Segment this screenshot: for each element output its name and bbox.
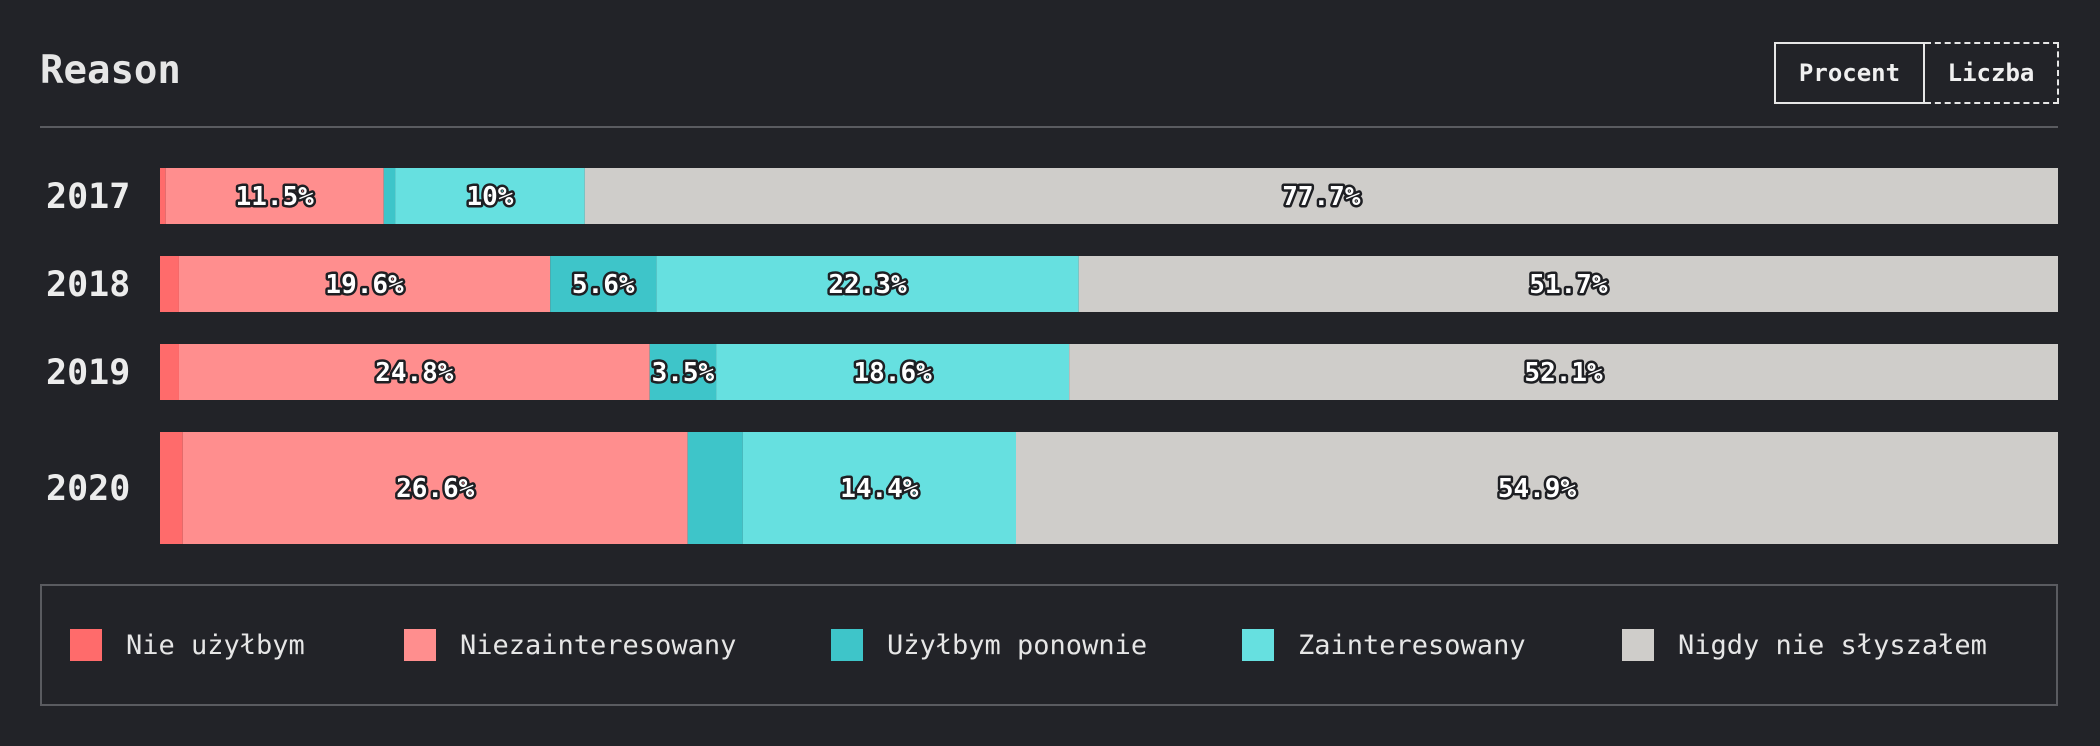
bar-segment-2018-4[interactable] — [1078, 256, 2058, 312]
data-label-2018-3: 22.3% — [828, 270, 907, 300]
legend-item-niezainteresowany[interactable]: Niezainteresowany — [404, 628, 736, 662]
data-label-2019-4: 52.1% — [1524, 358, 1603, 388]
year-label-2017: 2017 — [46, 177, 130, 217]
bar-segment-2017-3[interactable] — [395, 168, 585, 224]
view-toggle: Procent Liczba — [1774, 42, 2059, 104]
data-label-2019-2: 3.5% — [652, 358, 715, 388]
data-label-2018-4: 51.7% — [1529, 270, 1608, 300]
bar-segment-2020-3[interactable] — [742, 432, 1016, 544]
bar-segment-2017-1[interactable] — [165, 168, 384, 224]
bar-segment-2020-4[interactable] — [1015, 432, 2058, 544]
data-label-2017-4: 77.7% — [1282, 182, 1361, 212]
bar-segment-2018-0[interactable] — [160, 256, 179, 312]
data-label-2019-3: 18.6% — [853, 358, 932, 388]
legend-swatch — [404, 629, 436, 661]
header-divider — [40, 126, 2058, 128]
data-label-2017-1: 11.5% — [236, 182, 315, 212]
bar-segment-2019-1[interactable] — [178, 344, 650, 400]
data-label-2017-3: 10% — [466, 182, 513, 212]
bar-segment-2020-1[interactable] — [182, 432, 688, 544]
legend-label: Użyłbym ponownie — [887, 629, 1148, 661]
data-label-2020-4: 54.9% — [1498, 474, 1577, 504]
bar-segment-2017-0[interactable] — [160, 168, 166, 224]
bar-segment-2020-0[interactable] — [160, 432, 183, 544]
legend: Nie użyłbym Niezainteresowany Użyłbym po… — [40, 584, 2058, 706]
legend-swatch — [831, 629, 863, 661]
data-label-2018-1: 19.6% — [325, 270, 404, 300]
count-toggle-button[interactable]: Liczba — [1925, 42, 2059, 104]
legend-swatch — [70, 629, 102, 661]
year-label-2018: 2018 — [46, 265, 130, 305]
bar-segment-2018-2[interactable] — [550, 256, 657, 312]
bar-segment-2019-3[interactable] — [716, 344, 1070, 400]
bar-segment-2017-4[interactable] — [584, 168, 2058, 224]
legend-label: Zainteresowany — [1298, 629, 1526, 661]
legend-item-uzylbym-ponownie[interactable]: Użyłbym ponownie — [831, 628, 1147, 662]
legend-label: Niezainteresowany — [460, 629, 737, 661]
bar-segment-2018-1[interactable] — [178, 256, 551, 312]
legend-item-zainteresowany[interactable]: Zainteresowany — [1242, 628, 1526, 662]
data-label-2020-3: 14.4% — [840, 474, 919, 504]
percent-toggle-button[interactable]: Procent — [1774, 42, 1925, 104]
data-label-2020-1: 26.6% — [396, 474, 475, 504]
legend-item-nie-uzylbym[interactable]: Nie użyłbym — [70, 628, 305, 662]
data-label-2018-2: 5.6% — [572, 270, 635, 300]
bar-segment-2018-3[interactable] — [656, 256, 1079, 312]
bar-segment-2019-0[interactable] — [160, 344, 179, 400]
bar-segment-2017-2[interactable] — [383, 168, 396, 224]
chart-title: Reason — [40, 48, 181, 93]
legend-item-nigdy-nie-slyszalem[interactable]: Nigdy nie słyszałem — [1622, 628, 1987, 662]
bar-segment-2019-4[interactable] — [1069, 344, 2058, 400]
legend-label: Nigdy nie słyszałem — [1678, 629, 1987, 661]
stacked-bar-chart: 2017 11.5% 10% 77.7% 2018 19.6% 5.6% 22.3% 51.7%… — [46, 168, 2058, 544]
bar-segment-2020-2[interactable] — [687, 432, 743, 544]
bar-segment-2019-2[interactable] — [649, 344, 717, 400]
data-label-2019-1: 24.8% — [375, 358, 454, 388]
legend-label: Nie użyłbym — [126, 629, 305, 661]
year-label-2019: 2019 — [46, 353, 130, 393]
year-label-2020: 2020 — [46, 469, 130, 509]
legend-swatch — [1622, 629, 1654, 661]
legend-swatch — [1242, 629, 1274, 661]
